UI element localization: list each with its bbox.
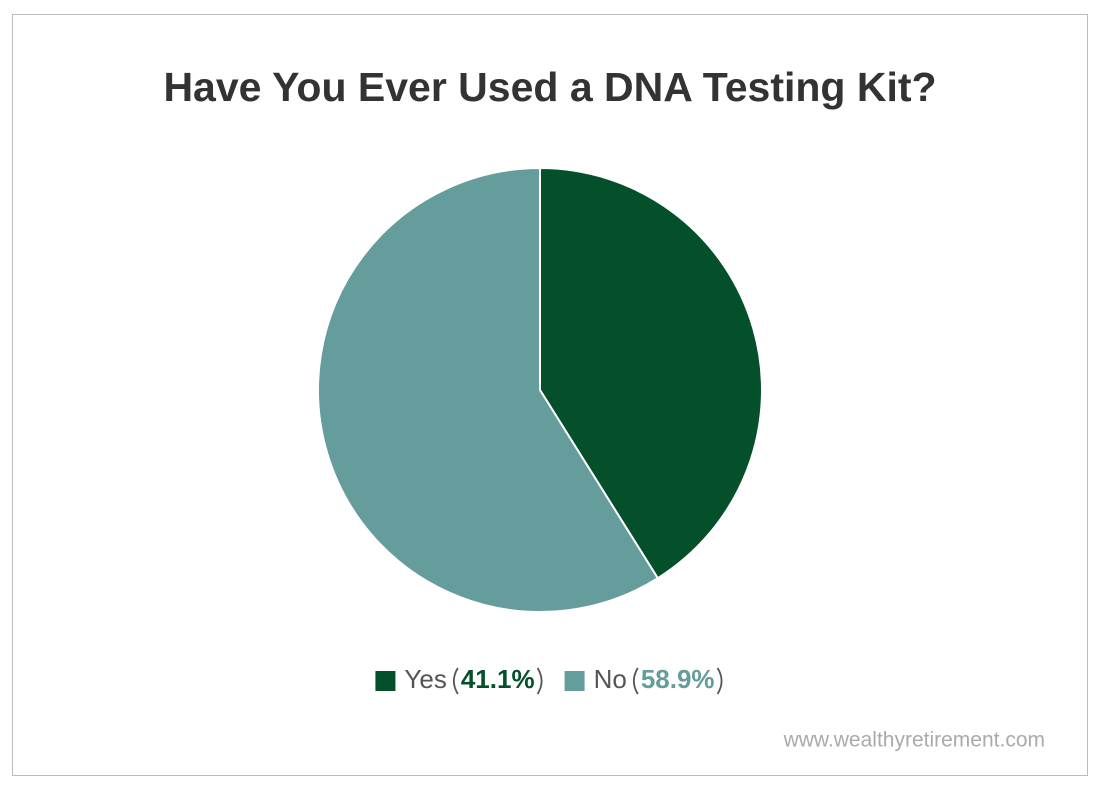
- source: www.wealthyretirement.com: [783, 729, 1045, 752]
- legend-label: Yes: [404, 664, 446, 694]
- open-paren: [452, 667, 459, 695]
- pie-slice: [539, 166, 763, 580]
- legend-swatch: [375, 671, 396, 691]
- pie-slice: [317, 166, 660, 613]
- legend: Yes 41.1% No 58.9%: [375, 664, 723, 695]
- open-paren: [632, 667, 639, 695]
- close-paren: [536, 667, 543, 695]
- chart-title: Have You Ever Used a DNA Testing Kit?: [163, 64, 936, 110]
- legend-value: 41.1%: [461, 664, 535, 694]
- close-paren: [716, 667, 723, 695]
- pie: [317, 166, 763, 613]
- legend-swatch: [564, 671, 585, 691]
- legend-value: 58.9%: [641, 664, 715, 694]
- legend-label: No: [594, 664, 627, 694]
